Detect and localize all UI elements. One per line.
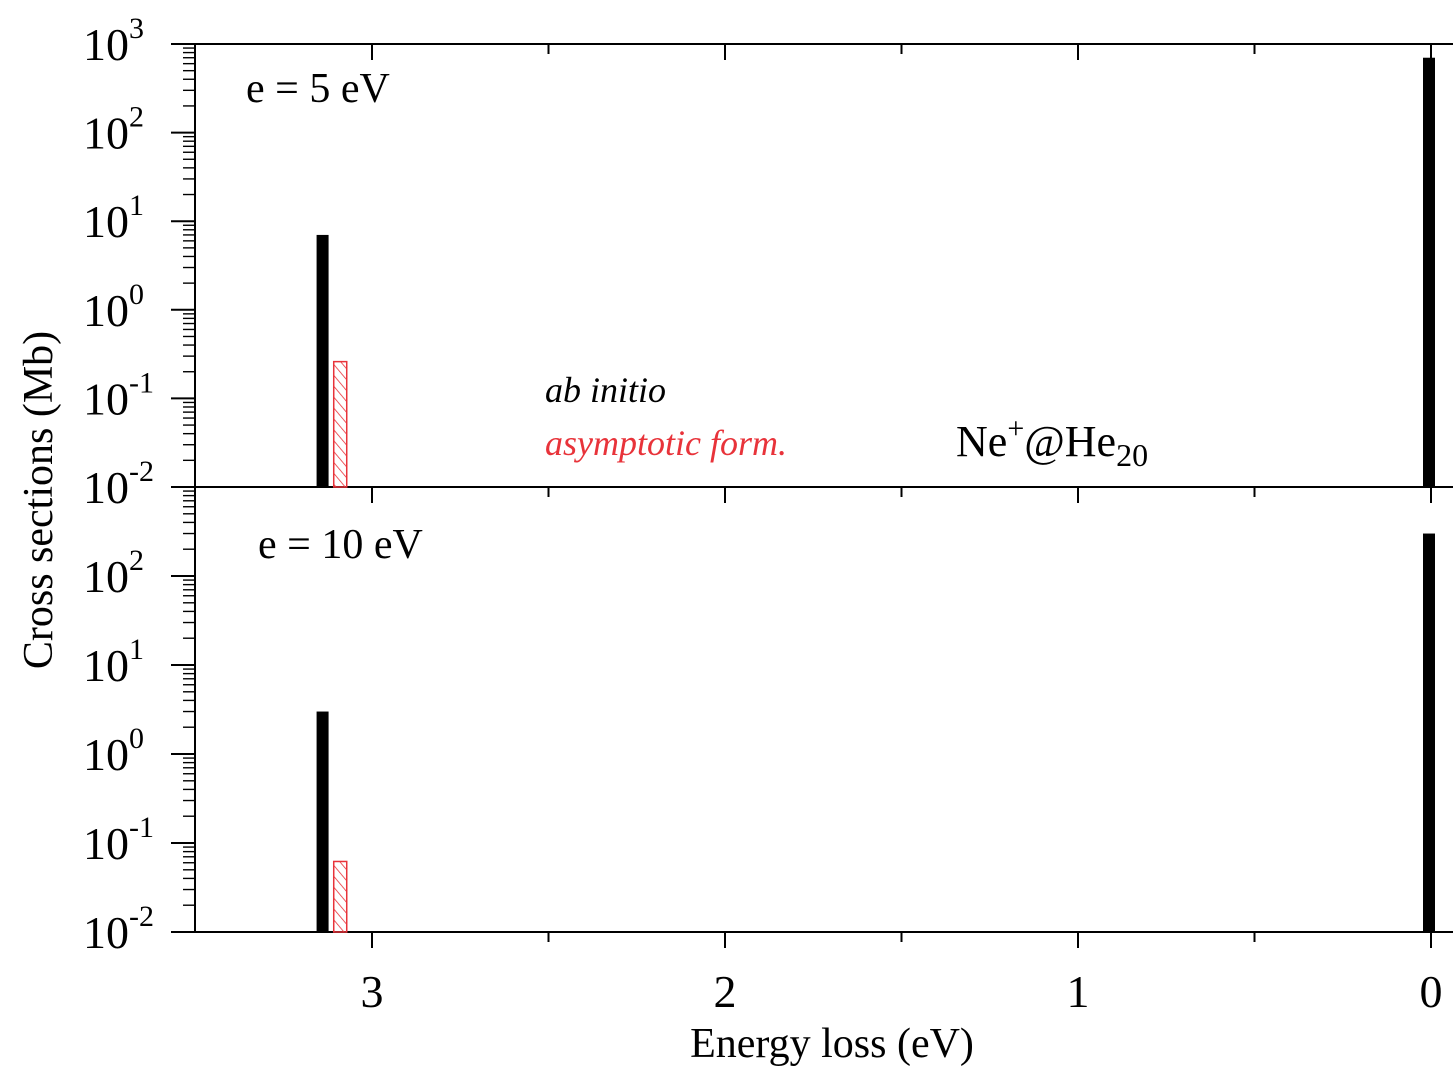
panel-0-y-tick-label: 100	[83, 278, 144, 336]
panel-1-y-tick-label: 10-1	[83, 811, 154, 869]
x-tick-label: 3	[361, 966, 384, 1017]
y-axis-label: Cross sections (Mb)	[16, 331, 62, 669]
x-tick-label: 2	[714, 966, 737, 1017]
panel-1-y-tick-label: 10-2	[83, 900, 154, 958]
panel-0-y-tick-label: 102	[83, 101, 144, 159]
molecule-annotation: Ne+@He20	[956, 412, 1148, 473]
legend-asymptotic: asymptotic form.	[545, 423, 787, 463]
bar-ab-initio	[1423, 57, 1435, 488]
x-axis-label: Energy loss (eV)	[690, 1021, 974, 1067]
panel-0-y-tick-label: 103	[83, 12, 144, 70]
bar-ab-initio	[1423, 533, 1435, 932]
panel-1-y-tick-label: 101	[83, 633, 144, 691]
panel-1-y-tick-label: 100	[83, 722, 144, 780]
bar-ab-initio	[316, 234, 329, 487]
panel-label-bottom: e = 10 eV	[258, 522, 423, 568]
bar-asymptotic	[332, 360, 348, 488]
x-tick-label: 0	[1420, 966, 1443, 1017]
panel-1-y-tick-label: 102	[83, 544, 144, 602]
bar-asymptotic	[332, 860, 348, 933]
legend-ab-initio: ab initio	[545, 370, 666, 410]
panel-0-y-tick-label: 10-1	[83, 366, 154, 424]
panel-0-y-tick-label: 10-2	[83, 455, 154, 513]
x-tick-label: 1	[1067, 966, 1090, 1017]
panel-label-top: e = 5 eV	[246, 66, 390, 112]
panel-0-y-tick-label: 101	[83, 189, 144, 247]
bar-ab-initio	[316, 711, 329, 932]
